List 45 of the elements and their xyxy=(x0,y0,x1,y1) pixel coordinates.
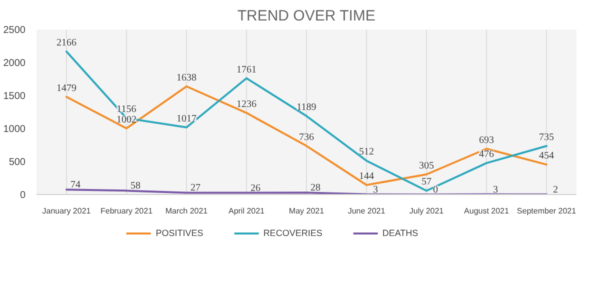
data-label: 2166 xyxy=(56,38,76,49)
data-label: 0 xyxy=(433,184,438,196)
legend-label: RECOVERIES xyxy=(263,227,322,239)
chart-title: TREND OVER TIME xyxy=(237,8,376,24)
y-tick-label: 2000 xyxy=(3,58,26,69)
x-tick-label: June 2021 xyxy=(348,206,386,216)
data-label: 144 xyxy=(359,170,374,182)
legend-label: DEATHS xyxy=(382,227,418,239)
data-label: 58 xyxy=(130,180,140,192)
x-tick-label: April 2021 xyxy=(228,206,266,216)
data-label: 693 xyxy=(479,134,494,146)
y-tick-label: 1500 xyxy=(3,91,26,102)
x-tick-label: August 2021 xyxy=(464,206,510,216)
data-label: 1479 xyxy=(56,82,76,94)
x-tick-label: September 2021 xyxy=(516,206,577,216)
data-label: 28 xyxy=(310,182,320,194)
y-tick-label: 500 xyxy=(8,157,26,168)
data-label: 1017 xyxy=(176,113,196,124)
data-label: 1156 xyxy=(116,104,136,116)
y-tick-label: 0 xyxy=(20,190,26,201)
data-label: 305 xyxy=(419,160,434,172)
data-label: 3 xyxy=(373,184,378,196)
data-label: 2 xyxy=(553,184,558,196)
data-label: 1236 xyxy=(236,98,256,110)
y-tick-label: 2500 xyxy=(3,25,26,36)
x-tick-label: May 2021 xyxy=(288,206,325,216)
data-label: 476 xyxy=(479,149,494,160)
x-tick-label: July 2021 xyxy=(409,206,444,216)
data-label: 27 xyxy=(190,182,200,194)
legend-label: POSITIVES xyxy=(156,227,204,239)
data-label: 735 xyxy=(539,132,554,143)
data-label: 454 xyxy=(539,150,554,162)
x-tick-label: March 2021 xyxy=(165,206,208,216)
data-label: 74 xyxy=(70,180,80,191)
data-label: 512 xyxy=(359,146,374,158)
data-label: 26 xyxy=(250,182,260,194)
x-tick-label: February 2021 xyxy=(100,206,154,216)
data-label: 736 xyxy=(299,132,314,143)
data-label: 1761 xyxy=(236,64,256,76)
data-label: 57 xyxy=(422,176,432,188)
data-label: 1638 xyxy=(176,72,196,84)
data-label: 3 xyxy=(493,184,498,196)
y-tick-label: 1000 xyxy=(3,124,26,135)
data-label: 1189 xyxy=(296,102,316,114)
x-tick-label: January 2021 xyxy=(42,206,92,216)
